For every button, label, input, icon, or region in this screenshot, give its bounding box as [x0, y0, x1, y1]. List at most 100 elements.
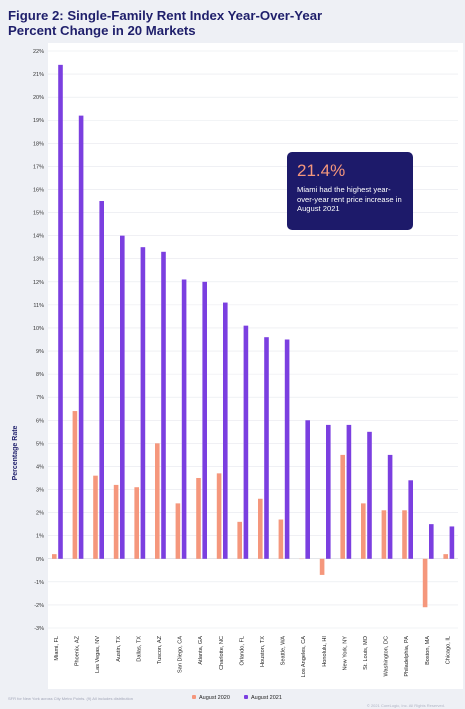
callout-value: 21.4%	[297, 161, 346, 180]
x-tick-label: New York, NY	[342, 636, 348, 671]
chart-title-line-1: Figure 2: Single-Family Rent Index Year-…	[8, 8, 323, 23]
bar-aug2020	[319, 558, 325, 575]
x-tick-label: Phoenix, AZ	[75, 635, 81, 666]
plot-area	[48, 43, 463, 689]
bar-aug2021	[408, 480, 413, 559]
x-tick-label: Houston, TX	[260, 636, 266, 667]
y-tick-label: 13%	[33, 257, 44, 263]
y-tick-label: -3%	[34, 626, 44, 632]
y-axis-ticks: -3% -2% -1% 0% 1% 2% 3% 4% 5% 6% 7% 8% 9% 10% 11% 12% 13…	[33, 49, 44, 632]
bar-aug2021	[367, 431, 372, 559]
legend-swatch	[244, 695, 248, 699]
y-tick-label: 8%	[36, 372, 44, 378]
bar-aug2020	[402, 510, 407, 559]
y-tick-label: 3%	[36, 488, 44, 494]
bar-aug2021	[78, 115, 84, 559]
bar-aug2020	[175, 503, 181, 559]
x-tick-label: Washington, DC	[384, 636, 390, 677]
bar-aug2021	[140, 247, 146, 559]
x-tick-label: Tuscon, AZ	[157, 635, 163, 664]
y-tick-label: 9%	[36, 349, 44, 355]
miami-callout: 21.4% Miami had the highest year-over-ye…	[287, 152, 413, 230]
y-tick-label: 17%	[33, 164, 44, 170]
y-tick-label: 5%	[36, 441, 44, 447]
bar-aug2020	[443, 554, 448, 559]
bar-aug2021	[326, 424, 331, 559]
legend: August 2020 August 2021	[192, 695, 282, 701]
x-tick-label: Atlanta, GA	[198, 636, 204, 665]
y-tick-label: 4%	[36, 464, 44, 470]
legend-label: August 2021	[251, 695, 282, 701]
footnote: SFR for New York across City Metro Point…	[8, 696, 133, 701]
chart-title-line-2: Percent Change in 20 Markets	[8, 23, 196, 38]
bar-aug2021	[387, 454, 393, 559]
callout-text: Miami had the highest year-over-year ren…	[297, 185, 402, 213]
y-tick-label: 0%	[36, 557, 44, 563]
x-tick-label: Philadelphia, PA	[404, 636, 410, 677]
x-axis-labels: Miami, FL Phoenix, AZ Las Vegas, NV Austin,…	[54, 635, 451, 677]
y-tick-label: 15%	[33, 211, 44, 217]
bar-aug2020	[361, 503, 366, 559]
y-tick-label: 20%	[33, 95, 44, 101]
bar-aug2021	[449, 526, 455, 559]
bar-aug2020	[93, 475, 98, 559]
legend-swatch	[192, 695, 196, 699]
y-tick-label: 2%	[36, 511, 44, 517]
bar-aug2020	[155, 443, 160, 559]
bar-aug2021	[305, 420, 310, 559]
bar-aug2020	[381, 510, 387, 559]
x-tick-label: Boston, MA	[425, 636, 431, 665]
y-tick-label: 16%	[33, 187, 44, 193]
bar-aug2021	[284, 339, 290, 559]
bar-aug2020	[72, 411, 78, 559]
y-tick-label: 1%	[36, 534, 44, 540]
bar-aug2021	[264, 337, 269, 559]
bar-aug2020	[216, 473, 222, 559]
bar-aug2021	[223, 302, 228, 559]
y-tick-label: 12%	[33, 280, 44, 286]
copyright-credit: © 2021 CoreLogic, Inc. All Rights Reserv…	[366, 703, 445, 708]
bar-aug2020	[52, 554, 57, 559]
x-tick-label: Seattle, WA	[281, 636, 287, 666]
x-tick-label: Orlando, FL	[239, 636, 245, 666]
bar-aug2021	[161, 251, 166, 559]
bar-aug2020	[113, 484, 119, 559]
bar-aug2021	[181, 279, 187, 559]
y-tick-label: 14%	[33, 234, 44, 240]
x-tick-label: Chicago, IL	[445, 636, 451, 664]
x-tick-label: Los Angeles, CA	[301, 636, 307, 678]
x-tick-label: Miami, FL	[54, 636, 60, 661]
bar-aug2021	[429, 524, 434, 559]
y-tick-label: -2%	[34, 603, 44, 609]
bar-aug2020	[278, 519, 284, 559]
x-tick-label: St. Louis, MO	[363, 635, 369, 670]
y-tick-label: 19%	[33, 118, 44, 124]
bar-aug2021	[58, 64, 63, 559]
bar-aug2020	[196, 477, 201, 559]
legend-label: August 2020	[199, 695, 230, 701]
x-tick-label: Honolulu, HI	[322, 636, 328, 667]
y-tick-label: 22%	[33, 49, 44, 55]
x-tick-label: Charlotte, NC	[219, 636, 225, 670]
bar-aug2020	[422, 558, 428, 608]
bar-aug2021	[346, 424, 352, 559]
bar-aug2021	[99, 201, 104, 559]
y-tick-label: 6%	[36, 418, 44, 424]
bar-series	[52, 64, 455, 608]
y-tick-label: 11%	[33, 303, 44, 309]
x-tick-label: Austin, TX	[116, 636, 122, 662]
bar-aug2021	[243, 325, 249, 559]
y-axis-label: Percentage Rate	[12, 425, 19, 480]
y-tick-label: -1%	[34, 580, 44, 586]
x-tick-label: Dallas, TX	[136, 636, 142, 662]
bar-aug2020	[134, 487, 139, 559]
x-tick-label: Las Vegas, NV	[95, 636, 101, 673]
bar-aug2021	[202, 281, 207, 559]
bar-aug2020	[258, 498, 263, 559]
chart-title: Figure 2: Single-Family Rent Index Year-…	[8, 8, 428, 38]
bar-aug2020	[340, 454, 345, 559]
y-tick-label: 10%	[33, 326, 44, 332]
bar-aug2020	[237, 521, 242, 559]
x-tick-label: San Diego, CA	[178, 636, 184, 673]
